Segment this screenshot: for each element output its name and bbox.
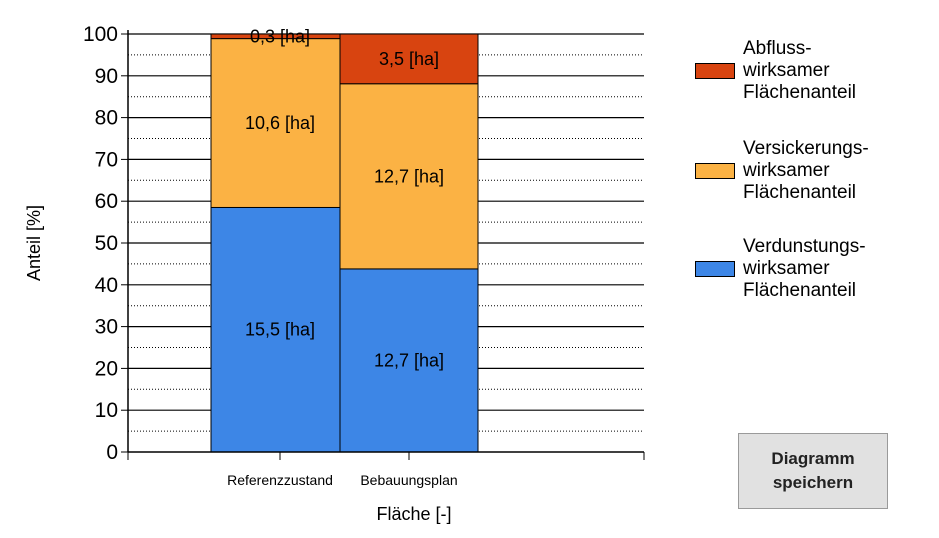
y-tick-label: 80 xyxy=(95,107,118,130)
bar-data-label: 15,5 [ha] xyxy=(245,320,315,340)
y-tick-label: 30 xyxy=(95,316,118,339)
legend-label-verdunstung: Verdunstungs- wirksamer Flächenanteil xyxy=(743,236,866,301)
y-tick-label: 20 xyxy=(95,357,118,380)
y-tick-label: 50 xyxy=(95,232,118,255)
bar-data-label: 12,7 [ha] xyxy=(374,166,444,186)
y-axis-label: Anteil [%] xyxy=(24,205,44,281)
save-button-line2: speichern xyxy=(772,473,854,492)
x-tick-label: Bebauungsplan xyxy=(360,472,457,488)
bar-segment xyxy=(339,83,479,270)
bar-segment xyxy=(339,33,479,85)
y-tick-label: 0 xyxy=(106,441,118,464)
legend-item-versickerung: Versickerungs- wirksamer Flächenanteil xyxy=(695,138,869,204)
legend-swatch-versickerung xyxy=(695,163,735,179)
legend-label-versickerung: Versickerungs- wirksamer Flächenanteil xyxy=(743,138,869,203)
x-tick-label: Referenzzustand xyxy=(227,472,333,488)
x-axis-label: Fläche [-] xyxy=(376,504,451,524)
bar-data-label: 10,6 [ha] xyxy=(245,113,315,133)
bar-data-label: 0,3 [ha] xyxy=(250,26,310,46)
legend-item-verdunstung: Verdunstungs- wirksamer Flächenanteil xyxy=(695,236,866,302)
save-button-line1: Diagramm xyxy=(771,449,855,468)
y-tick-label: 60 xyxy=(95,190,118,213)
y-tick-label: 70 xyxy=(95,148,118,171)
save-chart-button[interactable]: Diagramm speichern xyxy=(738,433,888,509)
bar-segment xyxy=(210,206,350,453)
legend-swatch-abfluss xyxy=(695,63,735,79)
legend-item-abfluss: Abfluss- wirksamer Flächenanteil xyxy=(695,38,856,104)
y-tick-label: 90 xyxy=(95,65,118,88)
legend-label-abfluss: Abfluss- wirksamer Flächenanteil xyxy=(743,38,857,103)
y-tick-label: 40 xyxy=(95,274,118,297)
bar-data-label: 3,5 [ha] xyxy=(379,49,439,69)
legend-swatch-verdunstung xyxy=(695,261,735,277)
y-tick-label: 100 xyxy=(83,23,118,46)
bar-data-label: 12,7 [ha] xyxy=(374,350,444,370)
bar-segment xyxy=(210,38,350,208)
y-tick-label: 10 xyxy=(95,399,118,422)
